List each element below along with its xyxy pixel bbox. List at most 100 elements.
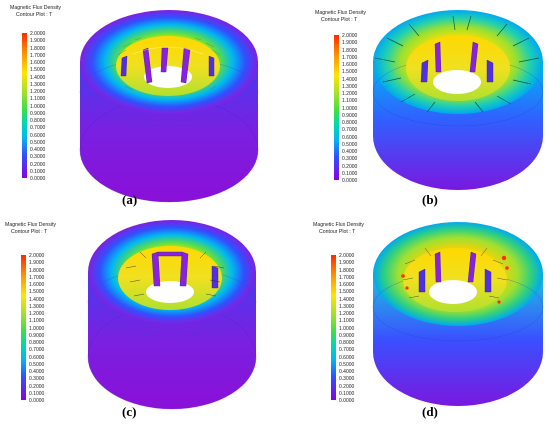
tick: 1.5000 bbox=[30, 67, 46, 74]
tick: 0.3000 bbox=[29, 376, 45, 383]
tick: 1.2000 bbox=[30, 89, 46, 95]
tick: 0.7000 bbox=[342, 127, 358, 134]
tick: 0.3000 bbox=[339, 376, 355, 383]
tick: 0.5000 bbox=[30, 139, 46, 146]
motor-model-b bbox=[372, 10, 544, 190]
tick: 0.9000 bbox=[342, 112, 358, 119]
caption-a: (a) bbox=[122, 192, 138, 207]
stator-slots bbox=[402, 247, 508, 299]
caption-c: (c) bbox=[122, 404, 137, 419]
shaft-hole bbox=[433, 70, 481, 94]
tick: 1.2000 bbox=[339, 311, 355, 317]
tick: 1.6000 bbox=[339, 282, 355, 288]
tick: 1.0000 bbox=[30, 103, 46, 110]
colorbar bbox=[22, 33, 27, 178]
caption-b: (b) bbox=[422, 192, 438, 207]
tick: 1.1000 bbox=[342, 98, 358, 105]
tick: 1.0000 bbox=[29, 325, 45, 332]
tick: 0.7000 bbox=[339, 347, 355, 354]
tick: 0.2000 bbox=[342, 163, 358, 170]
tick: 1.8000 bbox=[30, 45, 46, 52]
panel-c: Magnetic Flux Density Contour Plot : T 2… bbox=[0, 212, 275, 424]
legend-title-text: Magnetic Flux Density bbox=[10, 5, 62, 11]
tick: 0.5000 bbox=[29, 361, 45, 368]
stator-teeth bbox=[117, 37, 221, 91]
legend-subtitle: Contour Plot : T bbox=[11, 229, 48, 235]
panel-d: Magnetic Flux Density Contour Plot : T 2… bbox=[275, 212, 550, 424]
tick: 1.8000 bbox=[342, 47, 358, 54]
tick: 0.2000 bbox=[29, 383, 45, 390]
tick: 1.4000 bbox=[339, 296, 355, 303]
tick: 1.9000 bbox=[29, 260, 45, 267]
colorbar bbox=[21, 255, 26, 400]
motor-model-a bbox=[79, 10, 259, 203]
shaft-hole bbox=[429, 280, 477, 304]
tick: 0.9000 bbox=[29, 332, 45, 339]
tick: 1.7000 bbox=[342, 54, 358, 61]
shaft-hole bbox=[144, 66, 192, 88]
tick: 0.0000 bbox=[30, 176, 46, 182]
tick: 2.0000 bbox=[342, 33, 358, 39]
legend-title-text: Magnetic Flux Density bbox=[313, 222, 365, 228]
magnet-slots bbox=[151, 251, 219, 289]
tick: 0.9000 bbox=[30, 110, 46, 117]
tick: 1.9000 bbox=[339, 260, 355, 267]
tick: 0.5000 bbox=[342, 141, 358, 148]
tick: 0.0000 bbox=[339, 398, 355, 404]
tick: 0.7000 bbox=[29, 347, 45, 354]
tick: 1.3000 bbox=[30, 81, 46, 88]
tick: 0.1000 bbox=[339, 390, 355, 397]
tick: 1.1000 bbox=[339, 318, 355, 325]
tick: 1.0000 bbox=[339, 325, 355, 332]
tick: 1.6000 bbox=[30, 60, 46, 66]
tick: 1.3000 bbox=[29, 303, 45, 310]
tick: 0.3000 bbox=[30, 154, 46, 161]
tick: 0.1000 bbox=[30, 168, 46, 175]
tick: 0.8000 bbox=[30, 118, 46, 124]
tick: 0.4000 bbox=[30, 147, 46, 153]
tick: 1.1000 bbox=[30, 96, 46, 103]
tick: 1.6000 bbox=[29, 282, 45, 288]
legend-title-text: Magnetic Flux Density bbox=[5, 222, 57, 228]
tick: 0.1000 bbox=[342, 170, 358, 177]
tick: 1.8000 bbox=[339, 267, 355, 274]
panel-b: Magnetic Flux Density Contour Plot : T 2… bbox=[275, 0, 550, 212]
rotor-bore bbox=[406, 35, 510, 101]
tick: 0.1000 bbox=[29, 390, 45, 397]
tick: 1.3000 bbox=[339, 303, 355, 310]
stator-slots bbox=[374, 15, 540, 113]
magnet-slots bbox=[418, 251, 492, 293]
legend-title: Magnetic Flux Density Contour Plot : T bbox=[10, 5, 61, 19]
legend-title-text: Magnetic Flux Density bbox=[315, 10, 367, 16]
tick: 0.5000 bbox=[339, 361, 355, 368]
tick: 0.6000 bbox=[29, 354, 45, 361]
tick: 1.9000 bbox=[342, 40, 358, 47]
tick: 0.6000 bbox=[342, 134, 358, 141]
stator-slots bbox=[125, 251, 225, 297]
tick: 0.6000 bbox=[30, 132, 46, 139]
tick: 0.9000 bbox=[339, 332, 355, 339]
caption-d: (d) bbox=[422, 404, 438, 419]
tick: 1.3000 bbox=[342, 83, 358, 90]
tick: 0.2000 bbox=[339, 383, 355, 390]
tick: 0.4000 bbox=[339, 369, 355, 375]
tick: 0.8000 bbox=[339, 340, 355, 346]
colorbar bbox=[334, 35, 339, 180]
legend-title: Magnetic Flux Density Contour Plot : T bbox=[5, 222, 56, 236]
tick: 0.0000 bbox=[342, 178, 358, 184]
tick: 0.8000 bbox=[342, 120, 358, 126]
rotor-highlight bbox=[132, 46, 204, 55]
legend-subtitle: Contour Plot : T bbox=[321, 17, 358, 23]
tick: 1.6000 bbox=[342, 62, 358, 68]
tick: 1.4000 bbox=[29, 296, 45, 303]
tick: 1.7000 bbox=[29, 274, 45, 281]
tick: 2.0000 bbox=[29, 253, 45, 259]
tick: 1.4000 bbox=[30, 74, 46, 81]
motor-model-c bbox=[87, 220, 257, 410]
tick: 1.8000 bbox=[29, 267, 45, 274]
tick: 0.2000 bbox=[30, 161, 46, 168]
rotor-bore bbox=[403, 248, 507, 312]
tick: 1.1000 bbox=[29, 318, 45, 325]
tick: 0.4000 bbox=[29, 369, 45, 375]
tick: 0.8000 bbox=[29, 340, 45, 346]
